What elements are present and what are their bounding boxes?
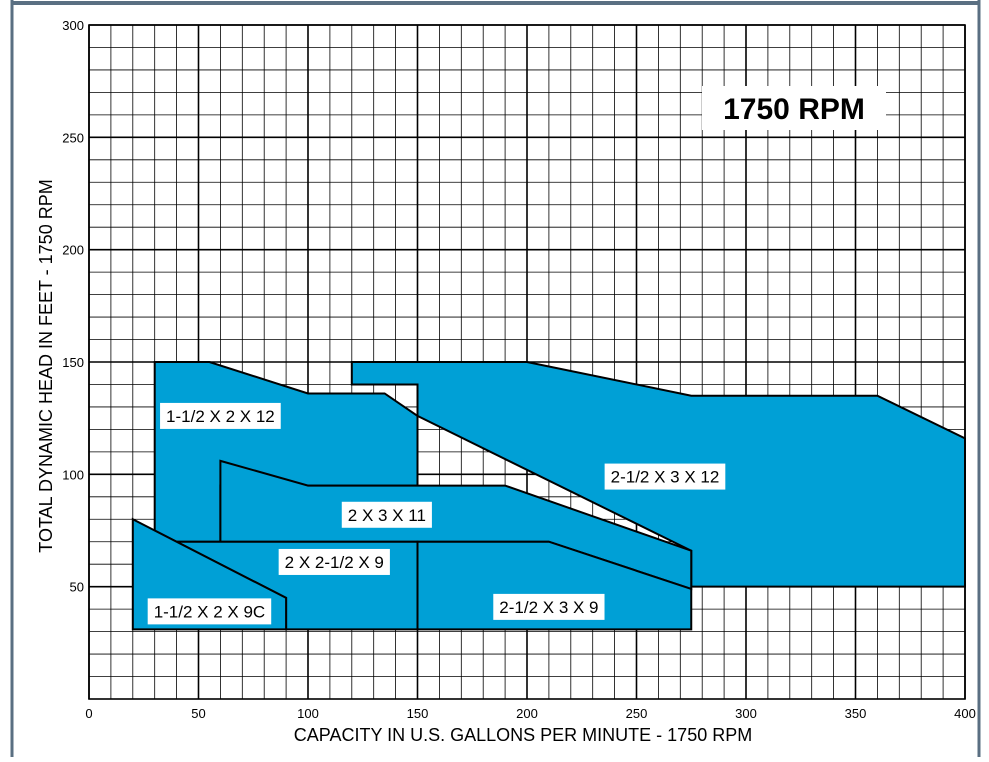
region-labels: 2-1/2 X 3 X 12 1-1/2 X 2 X 12 2 X 3 X 11 2 … <box>147 402 726 625</box>
y-tick-label: 150 <box>62 355 84 370</box>
chart-title: 1750 RPM <box>723 93 865 126</box>
y-tick-label: 200 <box>62 243 84 258</box>
region-label-5: 1-1/2 X 2 X 9C <box>147 598 272 625</box>
region-label-4: 2-1/2 X 3 X 9 <box>493 593 605 620</box>
x-axis-title: CAPACITY IN U.S. GALLONS PER MINUTE - 17… <box>294 725 752 745</box>
x-tick-label: 200 <box>516 706 538 721</box>
x-tick-label: 250 <box>626 706 648 721</box>
y-axis-title: TOTAL DYNAMIC HEAD IN FEET - 1750 RPM <box>36 179 56 552</box>
region-label-0: 2-1/2 X 3 X 12 <box>604 463 726 490</box>
region-label-bg <box>604 463 726 490</box>
region-4 <box>416 540 693 631</box>
y-tick-label: 100 <box>62 467 84 482</box>
region-label-bg <box>160 402 281 429</box>
region-label-bg <box>341 501 432 528</box>
region-label-bg <box>147 598 272 625</box>
chart-title-badge: 1750 RPM <box>702 86 886 130</box>
x-tick-label: 150 <box>407 706 429 721</box>
x-tick-label: 350 <box>845 706 867 721</box>
y-tick-label: 300 <box>62 18 84 33</box>
x-tick-label: 0 <box>85 706 92 721</box>
region-label-1: 1-1/2 X 2 X 12 <box>160 402 281 429</box>
region-label-bg <box>493 593 605 620</box>
x-tick-label: 400 <box>954 706 976 721</box>
plot-border <box>88 24 966 700</box>
region-label-text: 2 X 2-1/2 X 9 <box>285 553 384 572</box>
y-tick-label: 250 <box>62 130 84 145</box>
y-tick-label: 50 <box>70 580 84 595</box>
tick-labels: 0 50 100 150 200 250 300 350 400 50 100 150 200 250 30… <box>62 18 976 721</box>
region-label-text: 1-1/2 X 2 X 9C <box>154 602 266 621</box>
region-label-2: 2 X 3 X 11 <box>341 501 432 528</box>
region-label-text: 2-1/2 X 3 X 12 <box>611 468 720 487</box>
region-label-3: 2 X 2-1/2 X 9 <box>278 548 390 575</box>
title-background <box>702 86 886 130</box>
region-label-bg <box>278 548 390 575</box>
x-tick-label: 100 <box>297 706 319 721</box>
x-tick-label: 50 <box>191 706 205 721</box>
x-tick-label: 300 <box>735 706 757 721</box>
region-label-text: 2-1/2 X 3 X 9 <box>499 598 598 617</box>
region-label-text: 2 X 3 X 11 <box>348 506 426 525</box>
region-label-text: 1-1/2 X 2 X 12 <box>166 407 275 426</box>
